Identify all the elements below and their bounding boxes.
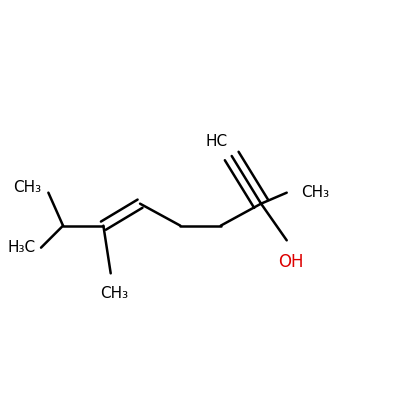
Text: OH: OH	[278, 253, 303, 271]
Text: HC: HC	[206, 134, 228, 149]
Text: CH₃: CH₃	[13, 180, 41, 195]
Text: CH₃: CH₃	[301, 185, 330, 200]
Text: H₃C: H₃C	[8, 240, 36, 255]
Text: CH₃: CH₃	[100, 286, 128, 301]
